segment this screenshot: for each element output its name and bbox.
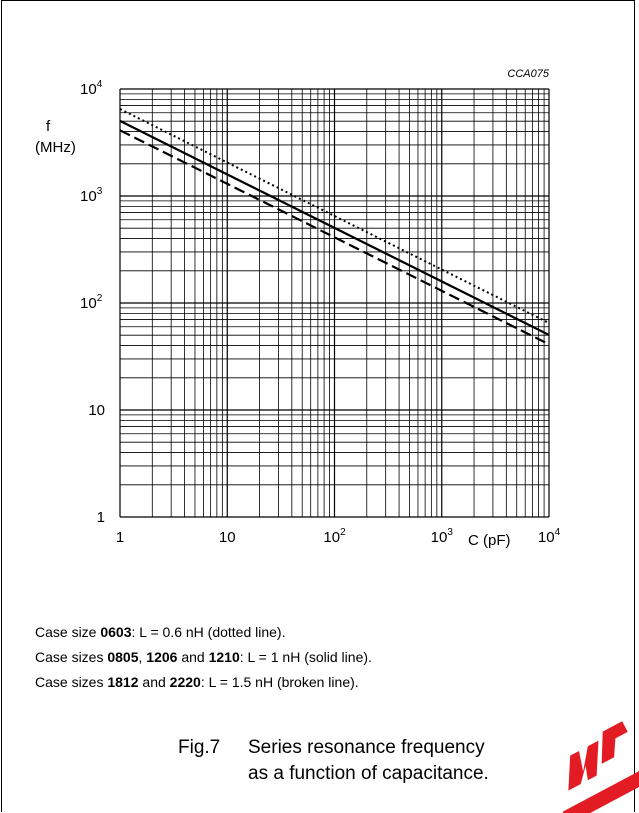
y-tick-label: 102 [80, 293, 103, 312]
x-tick-label: 1 [116, 529, 124, 546]
y-tick-label: 104 [80, 79, 103, 98]
y-tick-label: 103 [80, 186, 103, 205]
y-tick-label: 1 [97, 509, 105, 526]
notes: Case size 0603: L = 0.6 nH (dotted line)… [35, 620, 372, 695]
caption-line-2: as a function of capacitance. [248, 763, 489, 784]
figure-number: Fig.7 [178, 737, 221, 758]
note-line: Case sizes 1812 and 2220: L = 1.5 nH (br… [35, 674, 359, 690]
note-line: Case sizes 0805, 1206 and 1210: L = 1 nH… [35, 649, 372, 665]
y-axis-unit: (MHz) [35, 139, 76, 156]
x-tick-label: 104 [538, 527, 561, 546]
x-tick-label: 10 [219, 529, 236, 546]
figure-caption: Fig.7 Series resonance frequency as a fun… [178, 735, 489, 787]
x-tick-label: 102 [323, 527, 346, 546]
watermark-stamp [562, 721, 639, 813]
chart-code: CCA075 [507, 68, 549, 80]
y-axis-symbol: f [46, 118, 51, 135]
x-axis-label: C (pF) [468, 532, 511, 549]
y-tick-label: 10 [88, 402, 105, 419]
chart-series [119, 108, 550, 346]
note-line: Case size 0603: L = 0.6 nH (dotted line)… [35, 624, 286, 640]
chart-grid [119, 88, 550, 518]
caption-line-1: Series resonance frequency [248, 737, 485, 758]
x-tick-label: 103 [431, 527, 454, 546]
series-line-solid [119, 119, 550, 336]
